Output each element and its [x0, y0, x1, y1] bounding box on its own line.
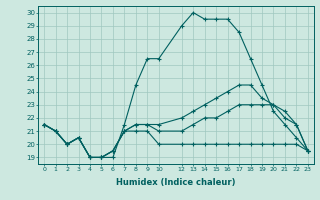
X-axis label: Humidex (Indice chaleur): Humidex (Indice chaleur) — [116, 178, 236, 187]
